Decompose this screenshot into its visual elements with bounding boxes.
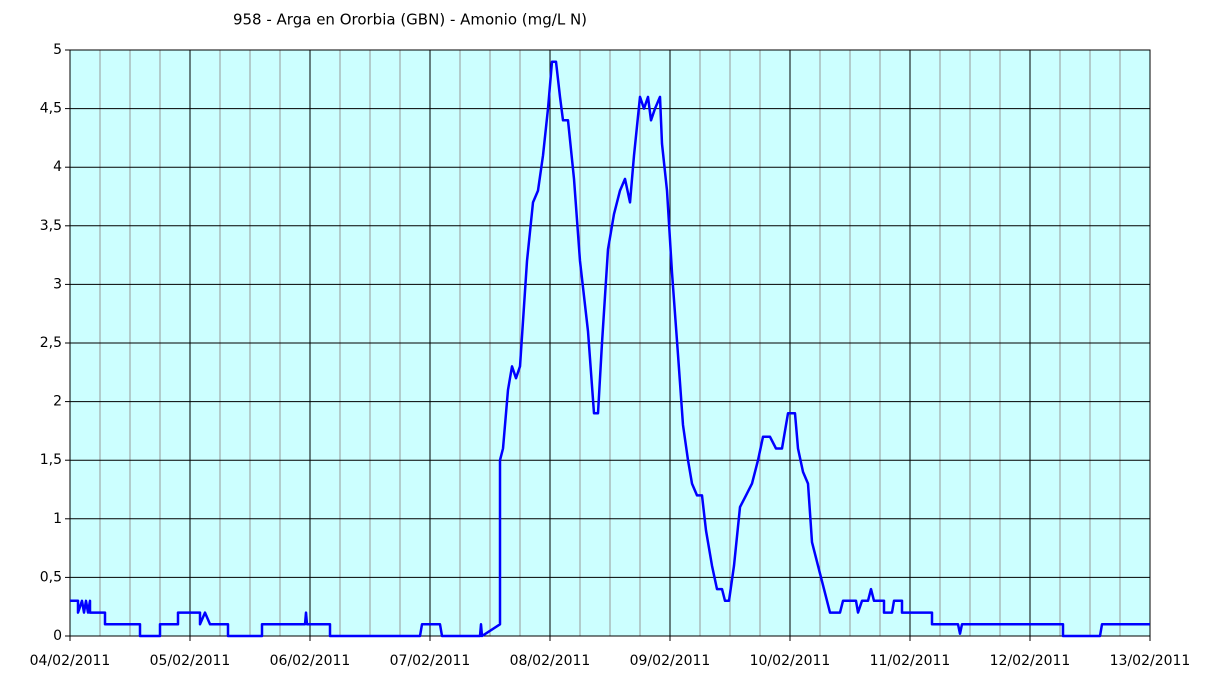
y-tick-label: 4 — [53, 159, 62, 175]
y-tick-label: 5 — [53, 42, 62, 58]
x-tick-label: 07/02/2011 — [390, 653, 471, 669]
x-tick-label: 08/02/2011 — [510, 653, 591, 669]
y-tick-label: 3 — [53, 276, 62, 292]
data-line — [70, 60, 1150, 638]
x-tick-label: 06/02/2011 — [270, 653, 351, 669]
y-tick-label: 0,5 — [40, 569, 62, 585]
x-tick-label: 12/02/2011 — [990, 653, 1071, 669]
y-tick-label: 3,5 — [40, 218, 62, 234]
y-tick-label: 2,5 — [40, 335, 62, 351]
y-tick-label: 2 — [53, 394, 62, 410]
x-tick-label: 09/02/2011 — [630, 653, 711, 669]
x-tick-label: 13/02/2011 — [1110, 653, 1191, 669]
x-tick-label: 10/02/2011 — [750, 653, 831, 669]
y-tick-label: 1,5 — [40, 452, 62, 468]
y-tick-label: 0 — [53, 628, 62, 644]
chart-title: 958 - Arga en Ororbia (GBN) - Amonio (mg… — [233, 11, 587, 29]
y-tick-label: 1 — [53, 511, 62, 527]
x-tick-label: 04/02/2011 — [30, 653, 111, 669]
x-tick-label: 05/02/2011 — [150, 653, 231, 669]
x-tick-label: 11/02/2011 — [870, 653, 951, 669]
plot-border — [69, 49, 1151, 637]
y-tick-label: 4,5 — [40, 101, 62, 117]
